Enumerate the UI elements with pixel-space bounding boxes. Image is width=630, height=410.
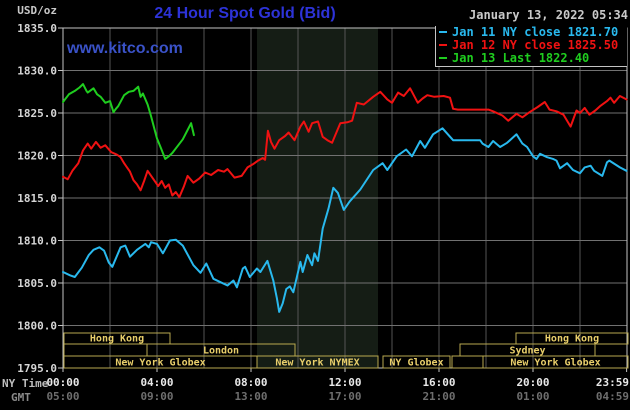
session-label: London — [203, 346, 239, 357]
ny-time-axis-label: NY Time — [2, 377, 49, 390]
y-tick-label: 1835.0 — [17, 22, 57, 35]
legend-swatch-jan12 — [439, 44, 447, 46]
session-label: New York Globex — [510, 358, 600, 369]
gmt-axis-label: GMT — [11, 391, 31, 404]
x-tick-label-gmt: 09:00 — [140, 390, 173, 403]
series-line-jan11 — [62, 127, 628, 313]
x-tick-label-gmt: 01:00 — [516, 390, 549, 403]
y-tick-label: 1805.0 — [17, 277, 57, 290]
session-box — [451, 355, 484, 369]
y-tick-label: 1830.0 — [17, 65, 57, 78]
x-tick-label-ny: 04:00 — [140, 376, 173, 389]
session-label: Hong Kong — [545, 334, 599, 345]
series-line-jan12 — [62, 87, 628, 199]
kitco-watermark-link[interactable]: www.kitco.com — [67, 40, 183, 57]
series-line-jan13 — [62, 83, 195, 160]
legend-label-jan11: Jan 11 NY close 1821.70 — [452, 25, 619, 39]
x-tick-label-gmt: 21:00 — [422, 390, 455, 403]
x-tick-label-ny: 23:59 — [596, 376, 629, 389]
legend-item-jan11: Jan 11 NY close 1821.70 — [436, 26, 627, 39]
x-tick-label-ny: 08:00 — [234, 376, 267, 389]
x-tick-label-gmt: 05:00 — [46, 390, 79, 403]
session-box — [482, 355, 629, 369]
session-box — [382, 355, 451, 369]
session-label: New York NYMEX — [275, 358, 359, 369]
y-tick-label: 1820.0 — [17, 150, 57, 163]
session-label: NY Globex — [389, 358, 443, 369]
session-box — [256, 355, 379, 369]
y-tick-label: 1795.0 — [17, 362, 57, 375]
legend: Jan 11 NY close 1821.70 Jan 12 NY close 1… — [435, 26, 627, 67]
session-box — [63, 343, 148, 357]
x-tick-label-ny: 16:00 — [422, 376, 455, 389]
x-tick-label-gmt: 17:00 — [328, 390, 361, 403]
session-label: Sydney — [509, 346, 545, 357]
legend-item-jan12: Jan 12 NY close 1825.50 — [436, 39, 627, 52]
datetime-label: January 13, 2022 05:34 — [469, 8, 628, 22]
x-tick-label-ny: 20:00 — [516, 376, 549, 389]
legend-label-jan12: Jan 12 NY close 1825.50 — [452, 38, 619, 52]
session-label: New York Globex — [115, 358, 205, 369]
x-tick-label-ny: 12:00 — [328, 376, 361, 389]
y-tick-label: 1810.0 — [17, 235, 57, 248]
unit-label: USD/oz — [17, 4, 57, 17]
x-tick-label-gmt: 13:00 — [234, 390, 267, 403]
legend-swatch-jan11 — [439, 31, 447, 33]
session-label: Hong Kong — [90, 334, 144, 345]
y-tick-label: 1815.0 — [17, 192, 57, 205]
x-tick-label-gmt: 04:59 — [596, 390, 629, 403]
y-tick-label: 1825.0 — [17, 107, 57, 120]
page-title: 24 Hour Spot Gold (Bid) — [154, 5, 336, 22]
legend-item-jan13: Jan 13 Last 1822.40 — [436, 52, 627, 65]
legend-swatch-jan13 — [439, 57, 447, 59]
x-tick-label-ny: 00:00 — [46, 376, 79, 389]
legend-label-jan13: Jan 13 Last 1822.40 — [452, 51, 590, 65]
y-tick-label: 1800.0 — [17, 320, 57, 333]
